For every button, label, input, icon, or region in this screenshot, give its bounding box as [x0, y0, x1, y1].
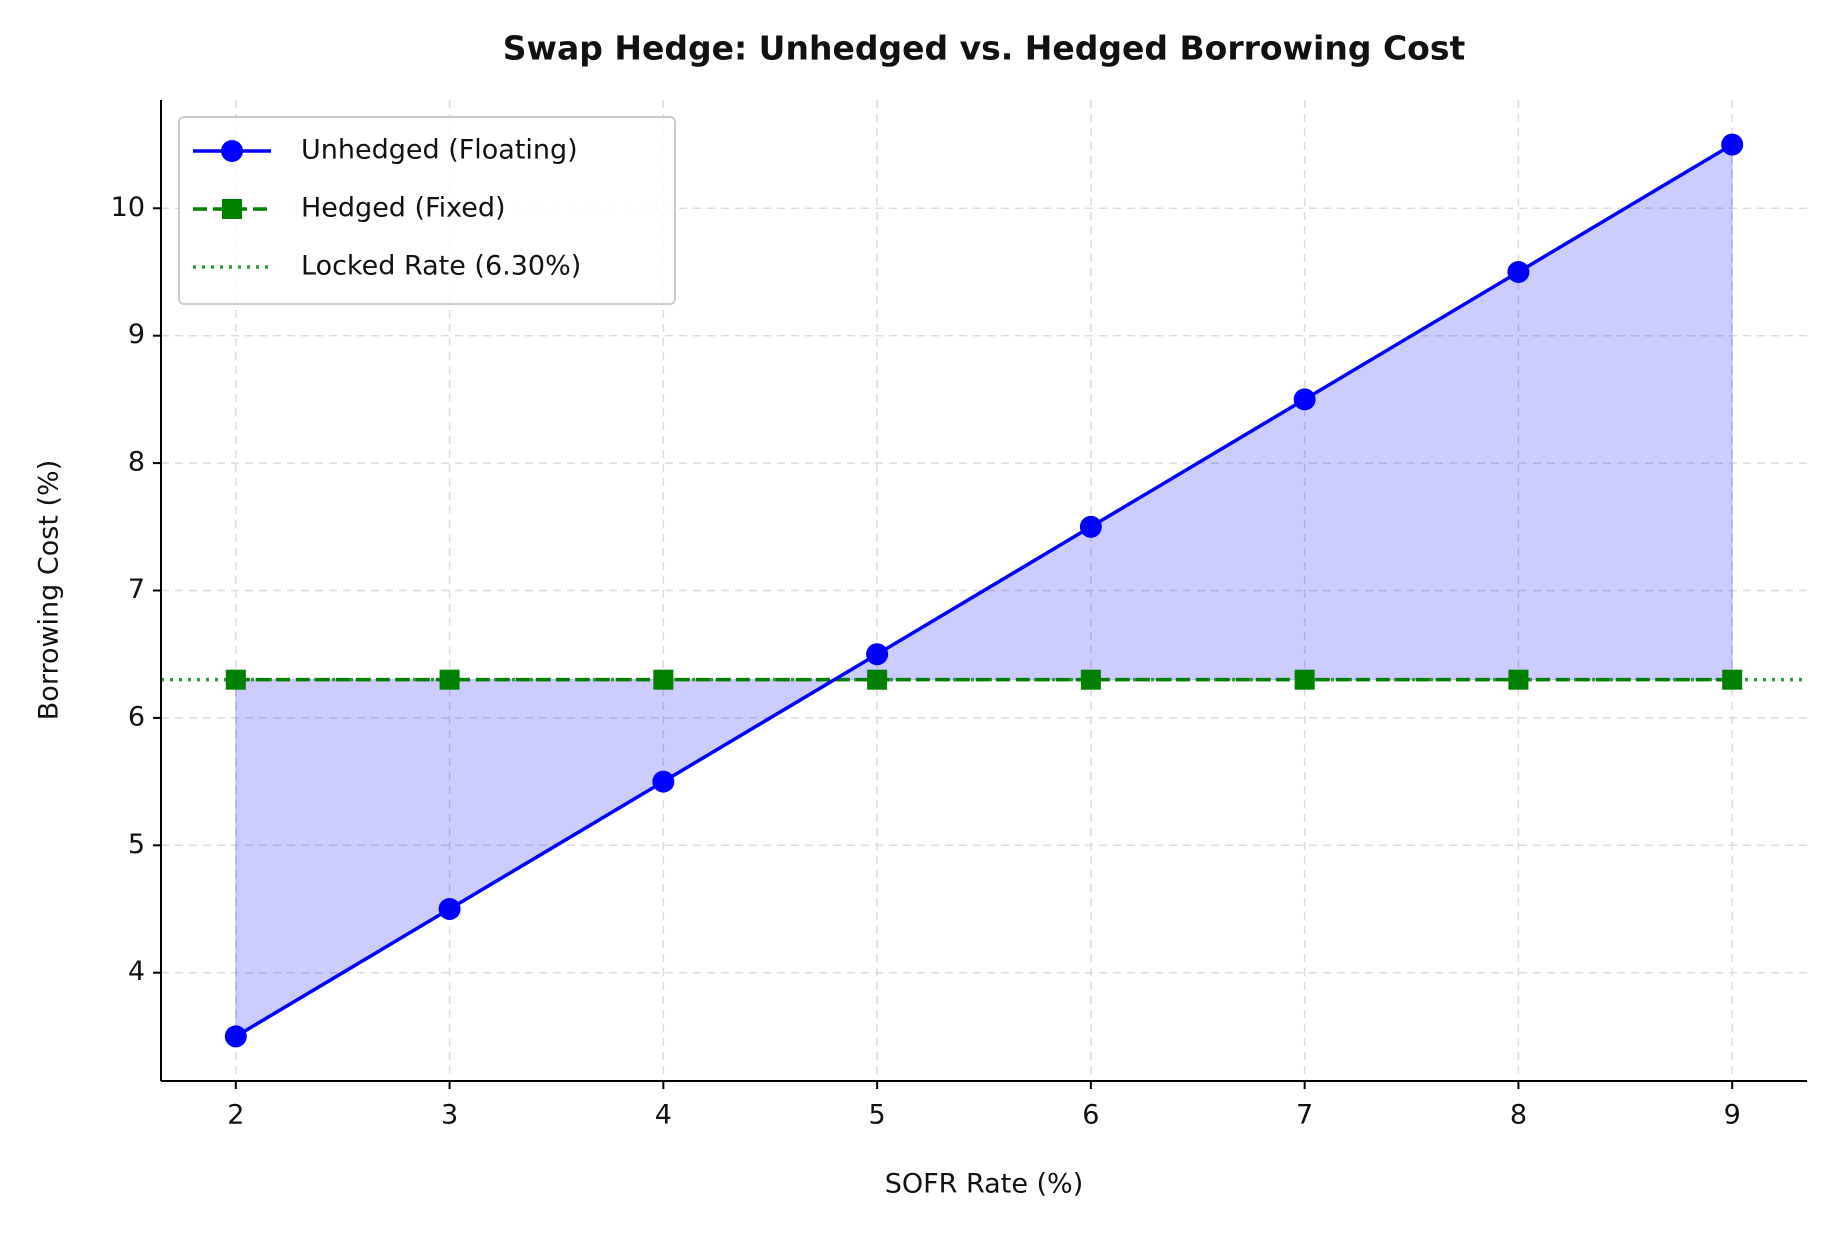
x-tick-label: 3: [441, 1100, 458, 1131]
x-tick-label: 6: [1082, 1100, 1099, 1131]
legend-marker: [221, 140, 243, 162]
data-point: [1722, 669, 1743, 690]
data-point: [439, 669, 460, 690]
series-line: [234, 143, 1734, 1038]
y-tick-label: 7: [128, 574, 145, 605]
y-tick-label: 6: [128, 701, 145, 732]
x-tick-label: 2: [227, 1100, 244, 1131]
x-tick-label: 7: [1296, 1100, 1313, 1131]
data-point: [1293, 388, 1316, 411]
data-point: [652, 770, 675, 793]
y-tick-label: 10: [111, 192, 145, 223]
x-tick-label: 8: [1510, 1100, 1527, 1131]
data-point: [1721, 133, 1744, 156]
x-axis-label: SOFR Rate (%): [885, 1169, 1083, 1200]
legend-label: Hedged (Fixed): [301, 193, 506, 224]
data-point: [867, 669, 888, 690]
x-tick-label: 4: [655, 1100, 672, 1131]
y-tick-label: 4: [128, 956, 145, 987]
y-tick-label: 5: [128, 829, 145, 860]
y-axis-label: Borrowing Cost (%): [34, 460, 65, 720]
data-point: [224, 1025, 247, 1048]
data-point: [653, 669, 674, 690]
data-point: [1507, 260, 1530, 283]
y-tick-label: 9: [128, 319, 145, 350]
legend-marker: [222, 199, 242, 219]
legend-label: Locked Rate (6.30%): [301, 251, 581, 282]
x-tick-label: 5: [869, 1100, 886, 1131]
legend-label: Unhedged (Floating): [301, 135, 578, 166]
legend-box: [178, 116, 676, 305]
data-point: [225, 669, 246, 690]
data-point: [866, 643, 889, 666]
plot-area: [161, 133, 1807, 1048]
data-point: [1079, 515, 1102, 538]
x-tick-label: 9: [1724, 1100, 1741, 1131]
data-point: [1294, 669, 1315, 690]
data-point: [1080, 669, 1101, 690]
y-tick-label: 8: [128, 447, 145, 478]
chart-title: Swap Hedge: Unhedged vs. Hedged Borrowin…: [503, 29, 1466, 68]
data-point: [438, 898, 461, 921]
data-point: [1508, 669, 1529, 690]
legend: Unhedged (Floating) Hedged (Fixed) Locked …: [178, 116, 676, 305]
